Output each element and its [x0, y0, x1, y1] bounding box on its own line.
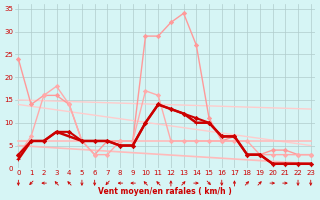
X-axis label: Vent moyen/en rafales ( km/h ): Vent moyen/en rafales ( km/h ) [98, 187, 231, 196]
